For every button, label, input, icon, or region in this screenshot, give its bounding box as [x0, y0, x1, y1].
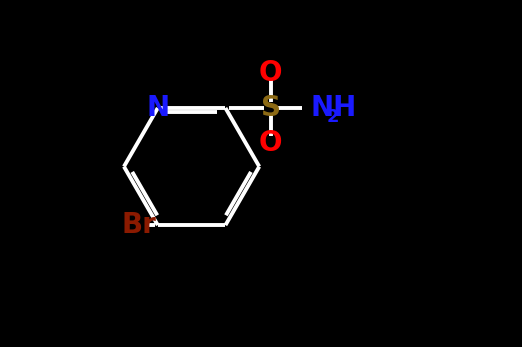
Text: N: N — [146, 94, 169, 122]
Text: NH: NH — [311, 94, 357, 122]
Text: O: O — [259, 129, 282, 156]
Text: O: O — [259, 59, 282, 87]
Text: Br: Br — [121, 211, 156, 239]
Text: S: S — [260, 94, 280, 122]
Text: 2: 2 — [327, 108, 340, 126]
